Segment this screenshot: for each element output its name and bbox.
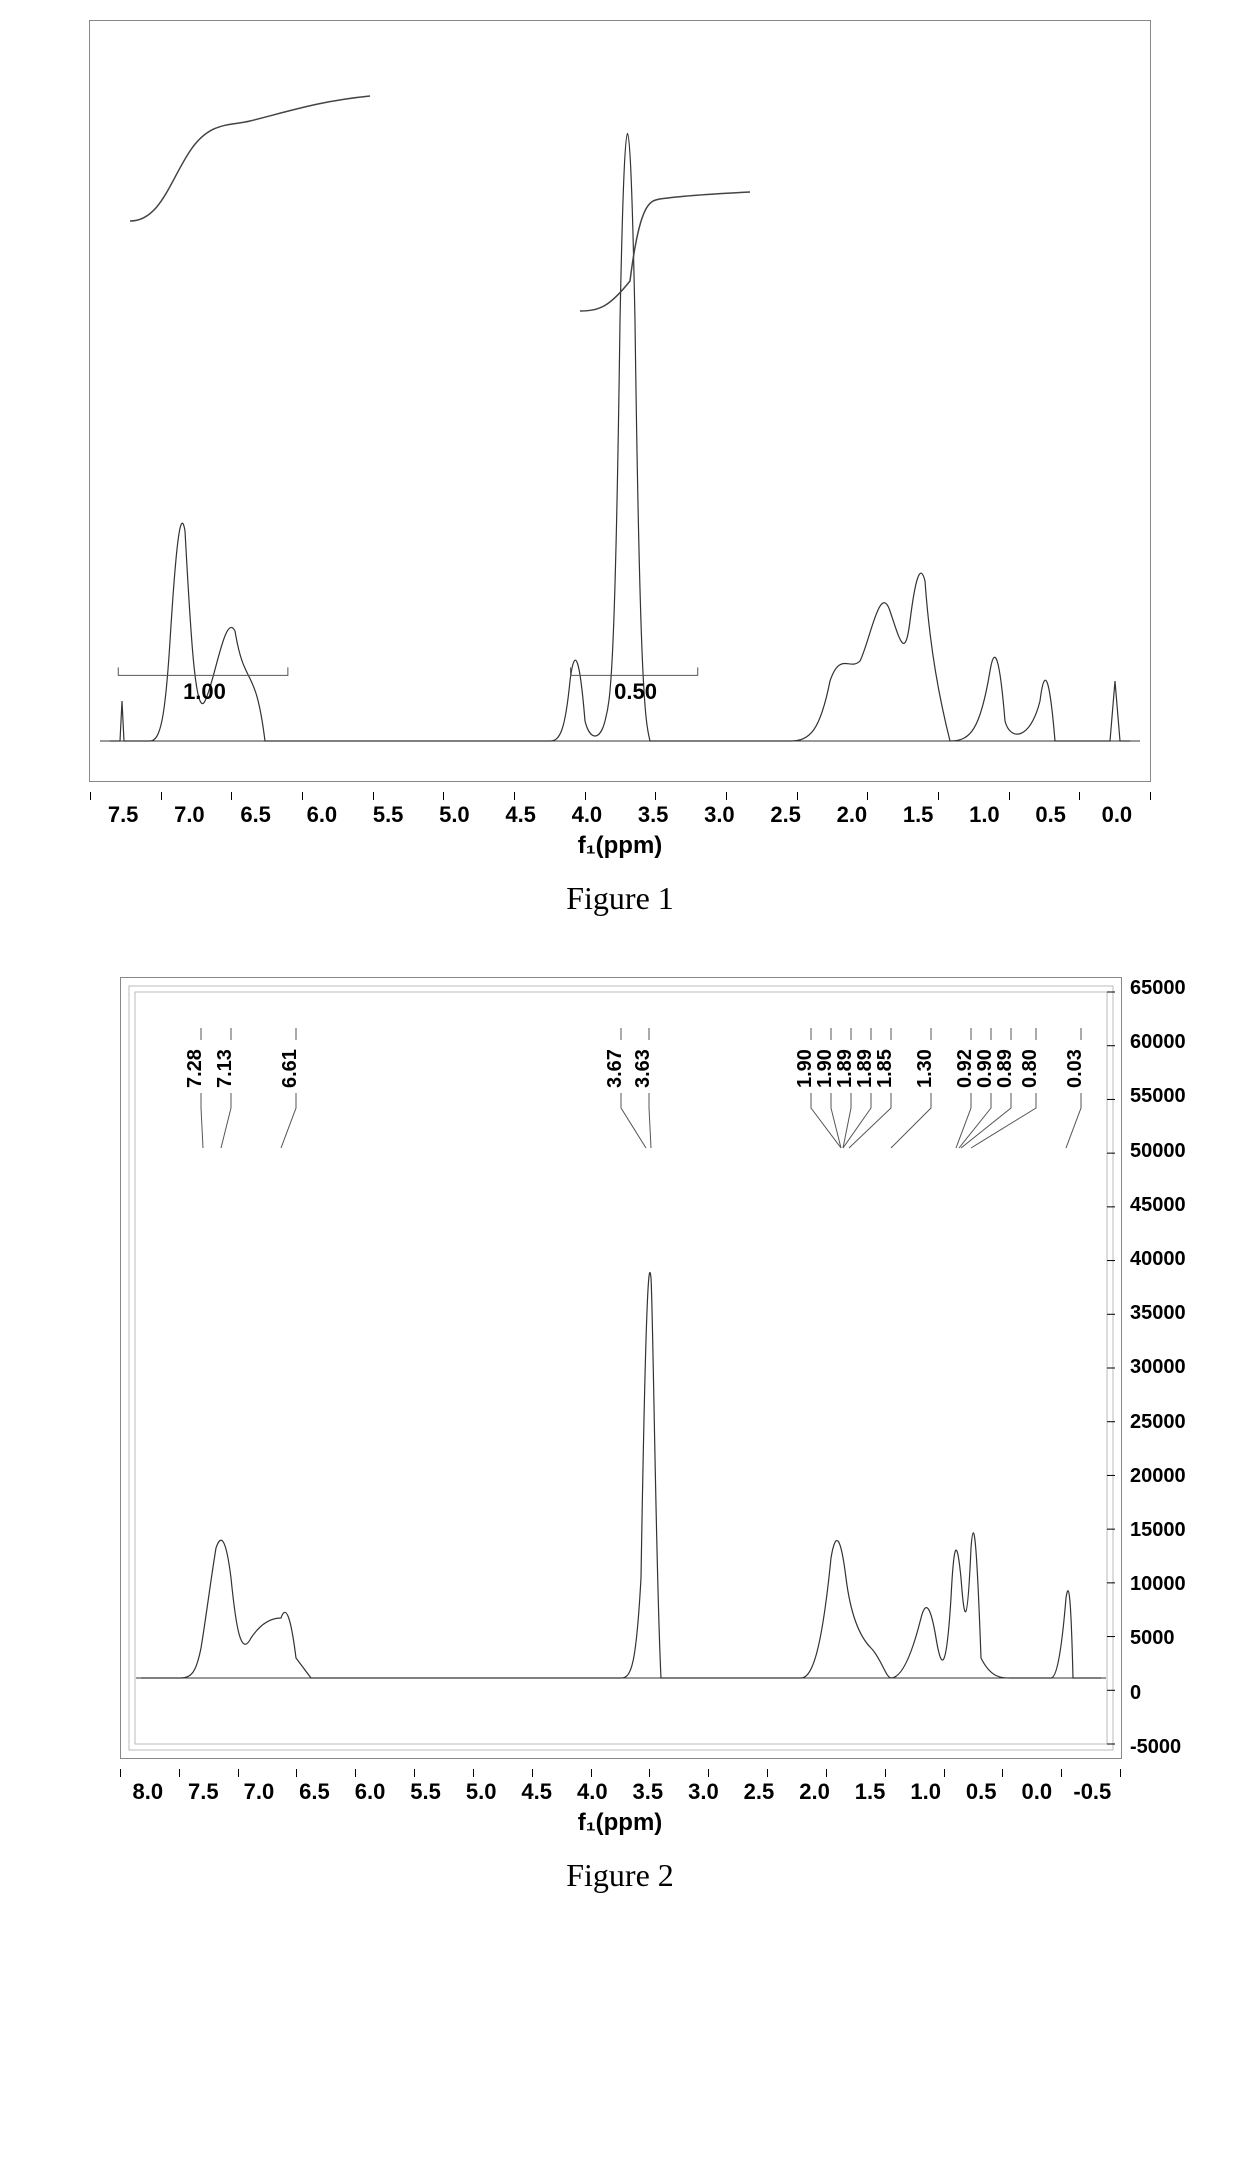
peak-label: 0.80 — [1019, 1049, 1041, 1088]
peak-label: 1.89 — [834, 1049, 856, 1088]
integral-value: 1.00 — [183, 679, 226, 705]
xaxis-tick: 2.5 — [753, 802, 819, 828]
xaxis-tick: 5.5 — [355, 802, 421, 828]
yaxis-tick: 0 — [1130, 1682, 1210, 1705]
xaxis-tick: 3.0 — [686, 802, 752, 828]
yaxis-tick: 20000 — [1130, 1465, 1210, 1488]
yaxis-tick: -5000 — [1130, 1736, 1210, 1759]
xaxis-tick: 6.5 — [287, 1779, 343, 1805]
xaxis-tick: 0.5 — [1018, 802, 1084, 828]
xaxis-tick: 6.0 — [342, 1779, 398, 1805]
yaxis-tick: 65000 — [1130, 977, 1210, 1000]
xaxis-tick: 0.5 — [953, 1779, 1009, 1805]
peak-label: 1.85 — [874, 1049, 896, 1088]
xaxis-tick: 6.0 — [289, 802, 355, 828]
figure-2: 7.287.136.613.673.631.901.901.891.891.85… — [20, 977, 1220, 1894]
figure-2-xlabel: f₁(ppm) — [20, 1809, 1220, 1837]
xaxis-tick: 5.5 — [398, 1779, 454, 1805]
peak-label: 0.92 — [954, 1049, 976, 1088]
figure-1-plot-area: 1.00 0.50 — [89, 20, 1151, 782]
figure-1-caption: Figure 1 — [20, 880, 1220, 917]
xaxis-tick: 4.5 — [509, 1779, 565, 1805]
figure-2-caption: Figure 2 — [20, 1857, 1220, 1894]
yaxis-tick: 25000 — [1130, 1411, 1210, 1434]
figure-1-xaxis-tickmarks — [90, 792, 1150, 802]
yaxis-tick: 45000 — [1130, 1194, 1210, 1217]
xaxis-tick: 5.0 — [421, 802, 487, 828]
yaxis-tick: 40000 — [1130, 1248, 1210, 1271]
peak-label: 3.63 — [632, 1049, 654, 1088]
peak-label: 7.13 — [214, 1049, 236, 1088]
xaxis-tick: 1.5 — [885, 802, 951, 828]
xaxis-tick: 3.5 — [620, 802, 686, 828]
peak-label: 6.61 — [279, 1049, 301, 1088]
xaxis-tick: 0.0 — [1009, 1779, 1065, 1805]
yaxis-tick: 55000 — [1130, 1085, 1210, 1108]
figure-1: 1.000.50 7.57.06.56.05.55.04.54.03.53.02… — [20, 20, 1220, 917]
peak-label: 3.67 — [604, 1049, 626, 1088]
peak-label: 0.03 — [1064, 1049, 1086, 1088]
figure-2-xaxis-ticks: 8.07.57.06.56.05.55.04.54.03.53.02.52.01… — [116, 1779, 1124, 1805]
peak-label: 1.30 — [914, 1049, 936, 1088]
xaxis-tick: 7.5 — [176, 1779, 232, 1805]
xaxis-tick: 1.0 — [951, 802, 1017, 828]
figure-2-spectrum: 7.287.136.613.673.631.901.901.891.891.85… — [121, 978, 1121, 1758]
xaxis-tick: -0.5 — [1065, 1779, 1121, 1805]
figure-2-yaxis-ticks: 6500060000550005000045000400003500030000… — [1130, 977, 1210, 1759]
yaxis-tick: 15000 — [1130, 1519, 1210, 1542]
figure-2-xaxis-tickmarks — [120, 1769, 1120, 1779]
xaxis-tick: 5.0 — [453, 1779, 509, 1805]
xaxis-tick: 3.0 — [676, 1779, 732, 1805]
xaxis-tick: 4.0 — [554, 802, 620, 828]
xaxis-tick: 7.5 — [90, 802, 156, 828]
peak-label: 0.89 — [994, 1049, 1016, 1088]
xaxis-tick: 2.0 — [819, 802, 885, 828]
xaxis-tick: 4.0 — [565, 1779, 621, 1805]
yaxis-tick: 10000 — [1130, 1573, 1210, 1596]
yaxis-tick: 35000 — [1130, 1302, 1210, 1325]
figure-1-xlabel: f₁(ppm) — [20, 832, 1220, 860]
xaxis-tick: 7.0 — [156, 802, 222, 828]
integral-value: 0.50 — [614, 679, 657, 705]
peak-label: 1.89 — [854, 1049, 876, 1088]
figure-1-xaxis-ticks: 7.57.06.56.05.55.04.54.03.53.02.52.01.51… — [86, 802, 1154, 828]
xaxis-tick: 3.5 — [620, 1779, 676, 1805]
peak-label: 1.90 — [794, 1049, 816, 1088]
xaxis-tick: 4.5 — [488, 802, 554, 828]
xaxis-tick: 1.5 — [842, 1779, 898, 1805]
peak-label: 7.28 — [184, 1049, 206, 1088]
xaxis-tick: 2.0 — [787, 1779, 843, 1805]
xaxis-tick: 1.0 — [898, 1779, 954, 1805]
figure-2-plot-area: 7.287.136.613.673.631.901.901.891.891.85… — [120, 977, 1122, 1759]
xaxis-tick: 7.0 — [231, 1779, 287, 1805]
yaxis-tick: 60000 — [1130, 1031, 1210, 1054]
figure-1-spectrum — [90, 21, 1150, 781]
yaxis-tick: 50000 — [1130, 1140, 1210, 1163]
xaxis-tick: 6.5 — [223, 802, 289, 828]
peak-label: 1.90 — [814, 1049, 836, 1088]
yaxis-tick: 30000 — [1130, 1356, 1210, 1379]
xaxis-tick: 0.0 — [1084, 802, 1150, 828]
xaxis-tick: 8.0 — [120, 1779, 176, 1805]
yaxis-tick: 5000 — [1130, 1627, 1210, 1650]
peak-label: 0.90 — [974, 1049, 996, 1088]
xaxis-tick: 2.5 — [731, 1779, 787, 1805]
